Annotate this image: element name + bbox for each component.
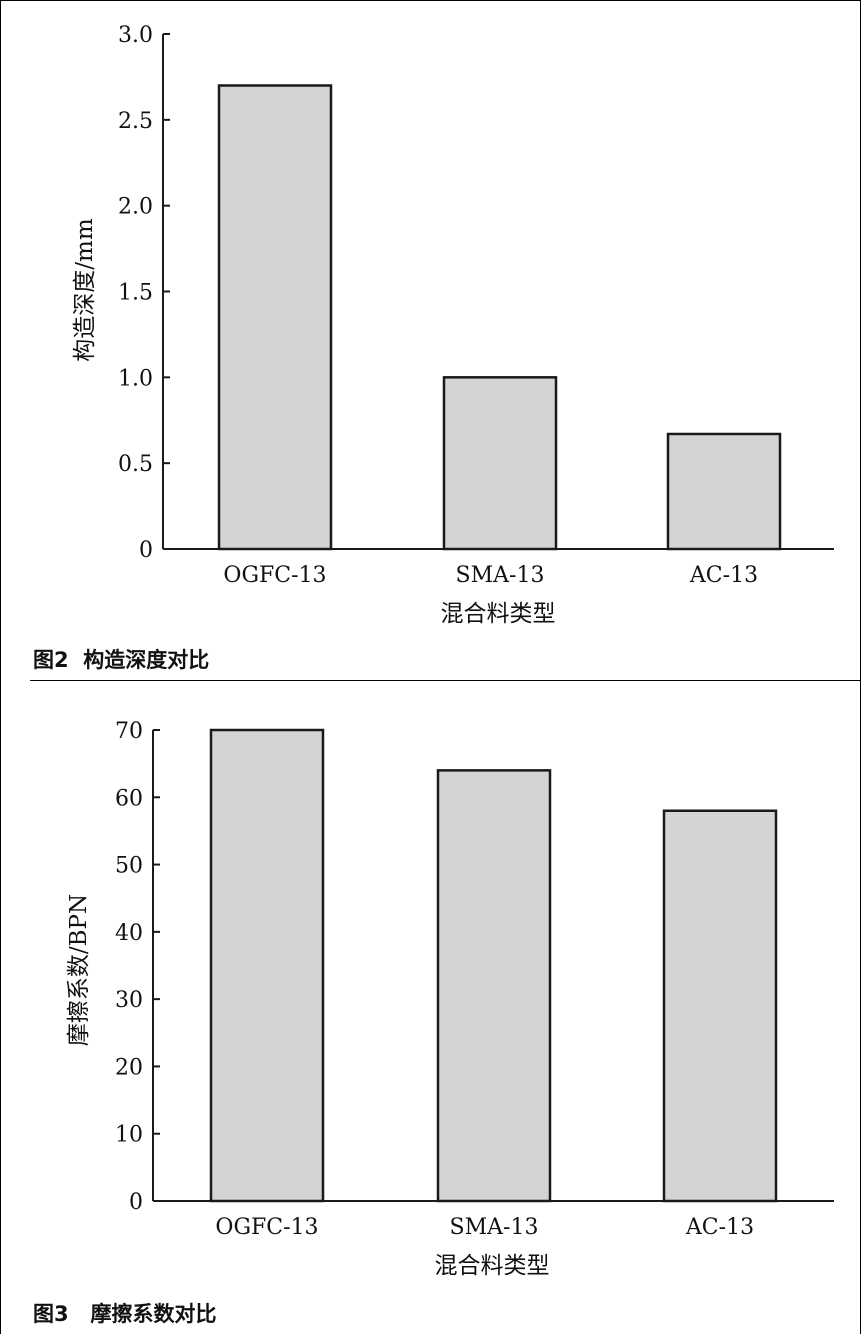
y-tick-label: 30: [115, 988, 143, 1013]
bar-ac-13: [662, 809, 778, 1203]
x-axis-label: 混合料类型: [441, 601, 556, 627]
x-tick-label: OGFC-13: [223, 563, 326, 588]
x-axis-label: 混合料类型: [435, 1253, 550, 1279]
y-tick-label: 2.0: [118, 195, 153, 220]
y-tick-label: 60: [115, 786, 143, 811]
x-tick-label: SMA-13: [450, 1215, 539, 1240]
friction-coefficient-chart: 0 10 20 30 40 50 60 70 OGFC-13 SMA-13 AC-13 混合料类型 摩擦…: [66, 719, 834, 1279]
y-tick-label: 20: [115, 1055, 143, 1080]
y-tick-label: 10: [115, 1123, 143, 1148]
bar-sma-13: [442, 376, 558, 551]
figure-2-caption: 图2 构造深度对比: [33, 648, 210, 672]
y-tick-label: 70: [115, 719, 143, 744]
figure-divider: [30, 680, 861, 681]
y-tick-label: 40: [115, 921, 143, 946]
bar-ogfc-13: [217, 84, 333, 551]
y-tick-label: 0.5: [118, 452, 153, 477]
x-tick-label: AC-13: [689, 563, 758, 588]
bar-ac-13: [666, 432, 782, 551]
y-tick-label: 0: [139, 538, 153, 563]
figure-3-caption: 图3 摩擦系数对比: [33, 1302, 217, 1326]
x-tick-label: SMA-13: [456, 563, 545, 588]
x-tick-label: OGFC-13: [215, 1215, 318, 1240]
x-tick-label: AC-13: [685, 1215, 754, 1240]
y-tick-label: 0: [129, 1190, 143, 1215]
y-tick-label: 50: [115, 854, 143, 879]
y-axis-label: 构造深度/mm: [72, 218, 98, 362]
y-tick-label: 2.5: [118, 109, 153, 134]
y-tick-label: 1.5: [118, 281, 153, 306]
bar-sma-13: [436, 769, 552, 1203]
frame-left-border: [0, 0, 1, 1334]
y-axis-label: 摩擦系数/BPN: [66, 894, 92, 1046]
frame-top-border: [0, 0, 861, 1]
bar-ogfc-13: [209, 728, 325, 1203]
texture-depth-chart: 0 0.5 1.0 1.5 2.0 2.5 3.0 OGFC-13 SMA-13 AC-13 混合料…: [72, 23, 834, 627]
y-tick-label: 1.0: [118, 366, 153, 391]
y-tick-label: 3.0: [118, 23, 153, 48]
